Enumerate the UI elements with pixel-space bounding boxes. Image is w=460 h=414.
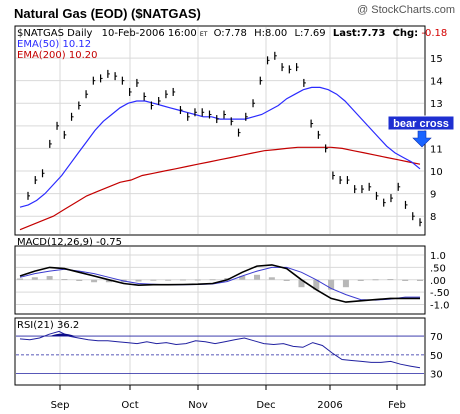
watermark: @ StockCharts.com [357,4,455,16]
macd-histogram-bar [179,279,186,281]
macd-histogram-bar [91,279,98,283]
macd-histogram-bar [31,277,38,280]
high-label: H:8.00 [254,28,287,39]
macd-histogram-bar [224,278,231,280]
x-axis-labels: Sep Oct Nov Dec 2006 Feb [51,400,406,411]
price-tick-label: 9 [430,190,436,201]
macd-tick-label: -.50 [430,288,450,299]
x-label-oct: Oct [121,400,138,411]
macd-legend: MACD(12,26,9) -0.75 [17,237,122,248]
macd-histogram-bar [105,279,112,283]
down-arrow-icon [412,130,432,148]
macd-histogram-bar [76,279,83,281]
macd-histogram-bar [328,279,335,290]
ema200-line [19,146,421,231]
macd-histogram-bar [342,279,349,288]
macd-tick-label: -1.0 [430,301,450,312]
rsi-series [19,330,421,369]
price-tick-label: 11 [430,144,443,155]
macd-line [19,264,420,303]
x-label-feb: Feb [388,400,406,411]
macd-histogram-bar [135,279,142,282]
date-label: 10-Feb-2006 16:00 [102,28,197,39]
price-panel [14,25,426,236]
macd-histogram-bar [298,279,305,288]
timezone-label: ET [200,31,208,38]
price-tick-label: 14 [430,77,443,88]
macd-histogram-bar [283,279,290,281]
ema200-legend: EMA(200) 10.20 [17,50,98,61]
chg-label: Chg: [393,28,419,39]
price-tick-label: 13 [430,99,443,110]
price-tick-label: 10 [430,167,443,178]
macd-series [17,264,423,303]
macd-histogram-bar [17,278,23,280]
rsi-line [19,330,421,369]
macd-histogram-bar [150,279,157,281]
macd-histogram-bar [254,274,261,280]
macd-tick-label: .00 [430,276,446,287]
x-label-dec: Dec [256,400,275,411]
macd-tick-label: .50 [430,263,446,274]
chart-title: Natural Gas (EOD) ($NATGAS) [14,6,201,21]
macd-histogram-bar [165,279,172,281]
macd-histogram-bar [239,276,246,280]
rsi-overbought-fill [50,333,75,337]
macd-histogram-bar [209,279,216,281]
macd-histogram-bar [372,279,379,281]
low-label: L:7.69 [294,28,325,39]
macd-histogram-bar [61,279,68,281]
price-tick-label: 8 [430,212,436,223]
rsi-tick-label: 50 [430,351,443,362]
symbol-label: $NATGAS Daily [17,28,93,39]
macd-signal-line [19,266,420,301]
rsi-tick-label: 30 [430,370,443,381]
macd-tick-label: 1.0 [430,251,446,262]
ema50-line [19,86,421,208]
macd-histogram-bar [268,277,275,280]
macd-histogram-bar [402,279,409,281]
macd-histogram-bar [417,279,423,281]
rsi-tick-label: 70 [430,332,443,343]
chg-value: -0.18 [421,28,447,39]
bear-cross-label: bear cross [393,118,449,130]
macd-histogram-bar [357,279,364,281]
ema50-legend: EMA(50) 10.12 [17,39,91,50]
price-series [19,51,422,231]
macd-histogram-bar [387,279,394,281]
last-label: Last:7.73 [333,28,386,39]
x-label-nov: Nov [188,400,208,411]
x-label-sep: Sep [51,400,70,411]
bear-cross-annotation: bear cross [387,115,455,148]
grid-lines [16,27,424,384]
macd-histogram-bar [313,279,320,290]
macd-histogram-bar [46,276,53,280]
macd-histogram-bar [194,279,201,281]
open-label: O:7.78 [214,28,247,39]
price-header: $NATGAS Daily 10-Feb-2006 16:00 ET O:7.7… [17,28,447,39]
x-label-2006: 2006 [317,400,342,411]
price-tick-label: 15 [430,54,443,65]
rsi-legend: RSI(21) 36.2 [17,320,79,331]
